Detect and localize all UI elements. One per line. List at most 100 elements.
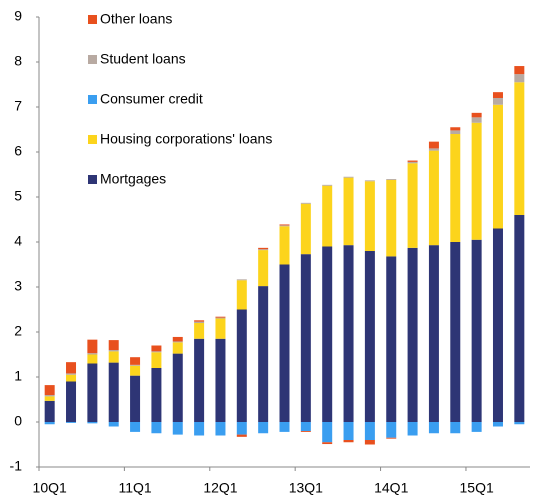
bar-segment	[236, 280, 247, 310]
bar-segment	[386, 179, 397, 180]
bar-segment	[407, 161, 418, 164]
bar-segment	[215, 422, 226, 436]
bar-segment	[108, 422, 119, 427]
bar-segment	[108, 350, 119, 352]
y-tick-label: -1	[10, 458, 23, 474]
bar-segment	[66, 374, 77, 382]
bar-segment	[108, 351, 119, 363]
bar-segment	[492, 92, 503, 98]
bar-segment	[343, 440, 354, 443]
bar-segment	[130, 375, 141, 422]
bar-segment	[492, 228, 503, 422]
bar-segment	[130, 365, 141, 376]
bar-segment	[258, 249, 269, 251]
bar-segment	[386, 437, 397, 439]
bar-segment	[300, 422, 311, 431]
bar-segment	[343, 245, 354, 422]
bar-segment	[386, 179, 397, 257]
bar-segment	[492, 98, 503, 105]
bar-segment	[44, 395, 55, 397]
x-tick-label: 10Q1	[33, 480, 67, 496]
bar-segment	[108, 362, 119, 422]
bar-segment	[194, 320, 205, 322]
bar-segment	[386, 256, 397, 422]
bar-segment	[300, 254, 311, 422]
bar-segment	[215, 316, 226, 318]
bar-segment	[428, 148, 439, 151]
bar-segment	[172, 353, 183, 422]
bar-segment	[130, 357, 141, 365]
bar-segment	[471, 239, 482, 422]
bar-segment	[471, 117, 482, 123]
bar-segment	[215, 318, 226, 339]
bar-segment	[87, 353, 98, 355]
y-tick-label: 6	[14, 143, 22, 159]
y-tick-label: 0	[14, 413, 22, 429]
legend-label: Mortgages	[100, 171, 166, 187]
bar-segment	[514, 74, 525, 83]
bar-segment	[172, 341, 183, 343]
y-tick-label: 7	[14, 98, 22, 114]
legend-swatch	[88, 15, 97, 24]
y-tick-label: 5	[14, 188, 22, 204]
bar-segment	[279, 422, 290, 432]
bar-segment	[364, 181, 375, 251]
y-tick-label: 9	[14, 8, 22, 24]
x-tick-label: 13Q1	[289, 480, 323, 496]
bar-segment	[87, 354, 98, 364]
bar-segment	[471, 112, 482, 118]
bar-segment	[364, 422, 375, 440]
x-tick-label: 11Q1	[118, 480, 151, 496]
bar-segment	[172, 422, 183, 435]
bar-segment	[428, 150, 439, 246]
bar-segment	[236, 279, 247, 281]
bar-segment	[471, 122, 482, 240]
y-tick-label: 8	[14, 53, 22, 69]
bar-segment	[108, 340, 119, 350]
bar-segment	[322, 422, 333, 443]
bar-segment	[428, 141, 439, 149]
bar-segment	[66, 422, 77, 423]
legend-swatch	[88, 175, 97, 184]
bar-segment	[471, 422, 482, 432]
bar-segment	[428, 245, 439, 422]
bar-segment	[386, 422, 397, 438]
bar-segment	[151, 345, 162, 352]
bar-segment	[322, 184, 333, 186]
bar-segment	[514, 82, 525, 215]
bar-segment	[343, 176, 354, 178]
y-tick-label: 1	[14, 368, 22, 384]
bar-segment	[514, 66, 525, 75]
bar-segment	[44, 422, 55, 425]
bar-segment	[172, 336, 183, 342]
bar-segment	[450, 422, 461, 434]
bar-segment	[450, 127, 461, 131]
bar-segment	[407, 160, 418, 162]
bar-segment	[151, 368, 162, 422]
bar-segment	[130, 422, 141, 432]
bar-segment	[279, 225, 290, 227]
bar-segment	[407, 247, 418, 422]
bar-segment	[407, 163, 418, 248]
bar-segment	[258, 247, 269, 250]
bar-segment	[279, 264, 290, 422]
bar-segment	[194, 321, 205, 323]
bar-segment	[364, 180, 375, 182]
legend-swatch	[88, 55, 97, 64]
legend-swatch	[88, 135, 97, 144]
bar-segment	[215, 338, 226, 422]
bar-segment	[87, 422, 98, 424]
bar-segment	[66, 362, 77, 374]
bar-segment	[300, 203, 311, 255]
bar-segment	[151, 351, 162, 353]
bar-segment	[258, 422, 269, 434]
bar-segment	[407, 422, 418, 436]
bar-segment	[514, 215, 525, 422]
bar-segment	[66, 381, 77, 422]
bar-segment	[514, 422, 525, 425]
bar-segment	[130, 364, 141, 366]
legend-swatch	[88, 95, 97, 104]
bar-segment	[194, 323, 205, 339]
bar-segment	[428, 422, 439, 434]
bar-segment	[194, 422, 205, 436]
